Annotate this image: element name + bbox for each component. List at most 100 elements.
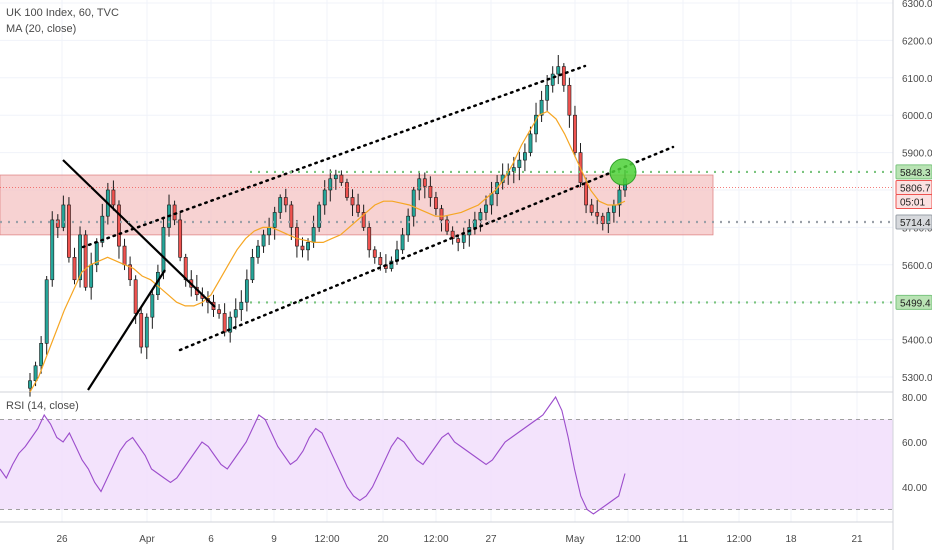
price-tick-label: 6100.0	[902, 74, 932, 85]
candle-bear	[217, 309, 221, 314]
time-tick-label: 6	[208, 534, 214, 545]
rsi-indicator-label: RSI (14, close)	[6, 400, 79, 412]
candle-bull	[272, 212, 277, 228]
candle-bull	[556, 66, 561, 75]
candle-bear	[300, 245, 305, 251]
candle-bull	[328, 178, 333, 191]
candle-bull	[244, 279, 249, 303]
time-tick-label: Apr	[139, 534, 155, 545]
candle-bear	[117, 204, 121, 247]
candle-bull	[389, 260, 394, 269]
time-tick-label: 12:00	[314, 534, 339, 545]
price-tick-label: 6000.0	[902, 111, 932, 122]
candle-bear	[372, 249, 377, 258]
candle-bull	[534, 114, 538, 135]
candle-bear	[350, 197, 355, 206]
candle-bull	[261, 234, 266, 247]
candle-bear	[361, 212, 366, 228]
candle-bear	[584, 182, 588, 206]
candle-bull	[267, 227, 272, 236]
price-tick-label: 5600.0	[902, 261, 932, 272]
candle-bear	[589, 204, 594, 213]
candle-bull	[144, 316, 149, 348]
candle-bull	[33, 365, 38, 382]
candle-bear	[356, 204, 360, 213]
candle-bull	[39, 343, 44, 367]
candle-bull	[550, 73, 555, 86]
candle-bull	[78, 234, 82, 281]
candle-bull	[545, 84, 550, 101]
candle-bear	[283, 197, 288, 206]
candle-bear	[567, 84, 572, 116]
axes-layer: 6300.06200.06100.06000.05900.05800.05700…	[56, 0, 932, 550]
price-tick-label: 6200.0	[902, 36, 932, 47]
candle-bull	[489, 193, 494, 206]
level-badge-label: 05:01	[900, 197, 925, 208]
candle-bull	[517, 159, 522, 168]
time-tick-label: 27	[485, 534, 497, 545]
candle-bull	[256, 245, 260, 258]
candle-bear	[456, 238, 461, 243]
candle-bear	[178, 219, 183, 258]
time-tick-label: 20	[377, 534, 389, 545]
time-tick-label: May	[566, 534, 585, 545]
candle-bear	[428, 185, 433, 198]
candle-bull	[50, 219, 55, 281]
candle-bull	[523, 152, 527, 161]
price-tick-label: 5300.0	[902, 373, 932, 384]
candle-bull	[306, 242, 310, 251]
annotations-layer	[0, 64, 893, 391]
candle-bull	[539, 99, 544, 116]
candle-bull	[89, 264, 94, 288]
level-badge	[895, 193, 932, 209]
time-tick-label: 26	[56, 534, 68, 545]
candle-bear	[72, 257, 77, 281]
time-tick-label: 21	[851, 534, 863, 545]
price-tick-label: 5900.0	[902, 149, 932, 160]
candle-bull	[311, 227, 316, 243]
candle-bull	[233, 309, 238, 318]
candle-bear	[139, 313, 144, 348]
candle-bull	[611, 204, 616, 213]
candle-bull	[161, 227, 166, 273]
level-badge	[895, 214, 932, 230]
level-badge-label: 5848.3	[900, 168, 931, 179]
candle-bull	[478, 212, 483, 221]
level-badge	[895, 294, 932, 310]
channel-lower-line	[178, 145, 675, 352]
ascending-trend-line	[87, 269, 166, 391]
candle-bear	[595, 212, 600, 217]
candle-bear	[55, 219, 60, 228]
candle-bear	[67, 204, 71, 258]
candle-bear	[561, 66, 566, 86]
target-circle	[609, 158, 637, 186]
candle-bull	[278, 197, 283, 213]
candle-bear	[378, 257, 383, 266]
candle-bear	[367, 227, 372, 251]
candle-bull	[239, 301, 244, 310]
candle-bull	[528, 133, 533, 153]
rsi-tick-label: 60.00	[902, 438, 927, 449]
time-tick-label: 12:00	[726, 534, 751, 545]
candle-bull	[333, 174, 338, 180]
rsi-tick-label: 80.00	[902, 393, 927, 404]
rsi-band	[0, 419, 893, 510]
ma-line	[29, 110, 626, 393]
rsi-layer	[0, 395, 893, 515]
candle-bull	[411, 189, 416, 217]
symbol-title: UK 100 Index, 60, TVC	[6, 7, 119, 19]
candle-bull	[617, 189, 622, 206]
candle-bear	[439, 208, 444, 221]
rsi-line	[0, 395, 626, 515]
level-badge-label: 5499.4	[900, 298, 931, 309]
candle-bear	[222, 313, 227, 333]
ma-layer	[29, 110, 626, 393]
candle-bear	[422, 178, 427, 187]
candle-bear	[122, 245, 127, 266]
ma-indicator-label: MA (20, close)	[6, 23, 77, 35]
candle-bull	[484, 204, 488, 213]
candle-bull	[228, 316, 233, 333]
level-badge-label: 5714.4	[900, 218, 931, 229]
